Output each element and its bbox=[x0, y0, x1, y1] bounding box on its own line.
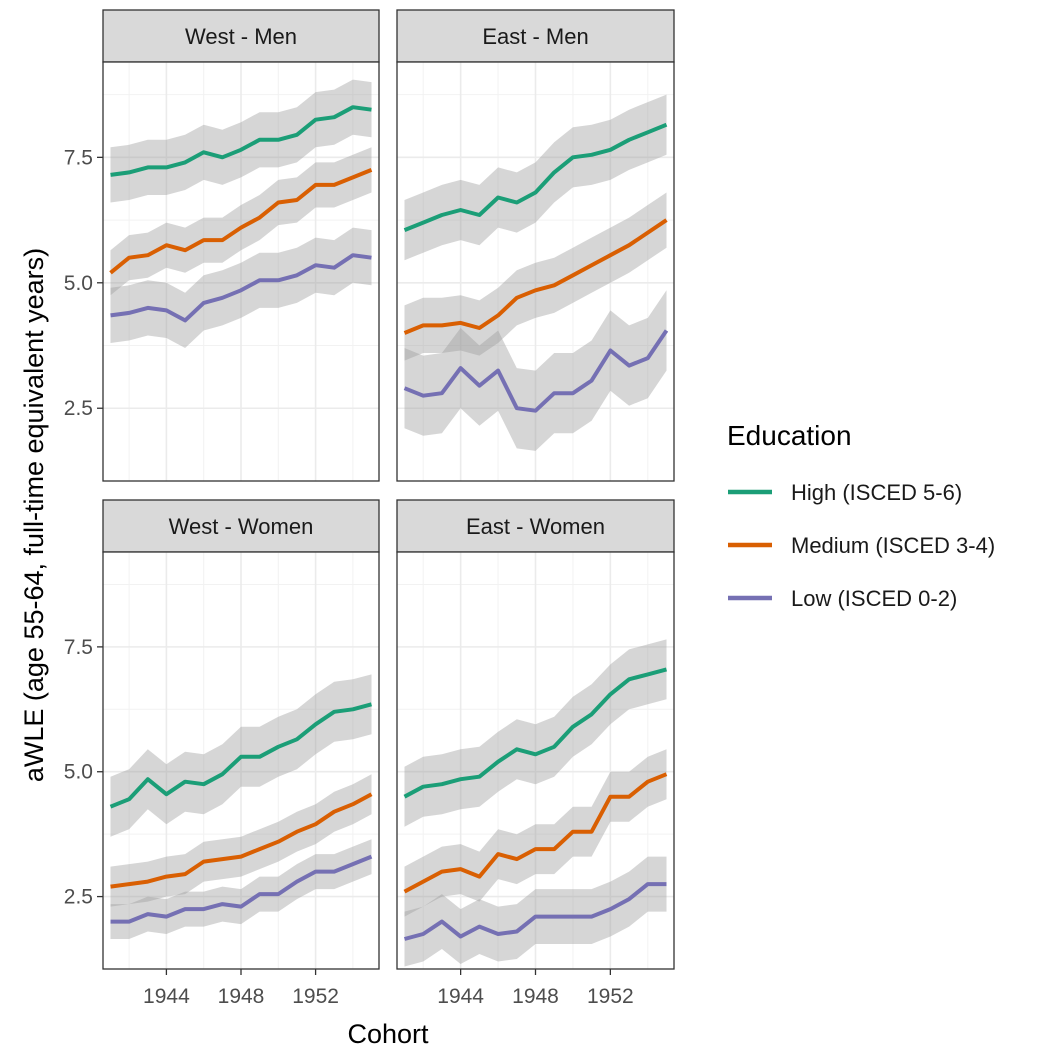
y-axis-ticks-bottom-row: 2.5 5.0 7.5 bbox=[64, 636, 93, 909]
x-axis-ticks: 1944 1948 1952 1944 1948 1952 bbox=[143, 985, 634, 1008]
panel-strip-title: East - Men bbox=[482, 24, 588, 49]
panel-data bbox=[109, 79, 373, 348]
confidence-ribbon-high bbox=[110, 79, 372, 203]
series-line-low bbox=[403, 882, 667, 941]
confidence-ribbon-low bbox=[404, 290, 667, 451]
confidence-ribbon-medium bbox=[404, 192, 667, 361]
legend-label: Low (ISCED 0-2) bbox=[791, 586, 957, 611]
series-line-medium bbox=[109, 168, 373, 275]
y-axis-ticks-top-row: 2.5 5.0 7.5 bbox=[64, 146, 93, 420]
legend-entry: High (ISCED 5-6) bbox=[728, 480, 962, 505]
panel-data bbox=[403, 639, 668, 967]
x-tick-label: 1952 bbox=[292, 985, 339, 1008]
series-line-medium bbox=[403, 772, 668, 894]
legend-label: High (ISCED 5-6) bbox=[791, 480, 962, 505]
y-tick-label: 7.5 bbox=[64, 636, 93, 659]
panel-strip-title: West - Men bbox=[185, 24, 297, 49]
series-line-low bbox=[110, 253, 372, 323]
series-line-high bbox=[403, 122, 668, 232]
series-line-medium bbox=[403, 218, 668, 335]
legend-label: Medium (ISCED 3-4) bbox=[791, 533, 995, 558]
confidence-ribbon-medium bbox=[110, 147, 372, 296]
confidence-ribbon-low bbox=[110, 227, 372, 348]
y-tick-label: 5.0 bbox=[64, 761, 93, 784]
panel-strip bbox=[102, 499, 380, 553]
panel-grid bbox=[397, 62, 674, 481]
panel-border bbox=[102, 61, 380, 482]
confidence-ribbon-low bbox=[404, 856, 667, 967]
legend-entry: Low (ISCED 0-2) bbox=[728, 586, 957, 611]
legend-entries: High (ISCED 5-6) Medium (ISCED 3-4) Low (I… bbox=[728, 480, 995, 611]
series-line-low bbox=[110, 854, 373, 924]
panel: East - Women bbox=[396, 499, 675, 975]
panel-strip bbox=[102, 9, 380, 63]
y-axis-title: aWLE (age 55-64, full-time equivalent ye… bbox=[19, 248, 49, 782]
y-tick-label: 5.0 bbox=[64, 272, 93, 295]
panel-data bbox=[403, 94, 669, 451]
panel: West - Women bbox=[97, 499, 380, 975]
confidence-ribbon-high bbox=[404, 94, 667, 261]
series-line-low bbox=[403, 329, 669, 413]
series-line-high bbox=[109, 702, 373, 809]
x-axis-title: Cohort bbox=[347, 1019, 429, 1049]
y-tick-label: 2.5 bbox=[64, 397, 93, 420]
x-tick-label: 1944 bbox=[143, 985, 190, 1008]
panel-strip-title: West - Women bbox=[169, 514, 314, 539]
panel-strip bbox=[396, 499, 675, 553]
legend: Education High (ISCED 5-6) Medium (ISCED … bbox=[727, 420, 995, 611]
panel: East - Men bbox=[396, 9, 675, 482]
x-tick-label: 1948 bbox=[512, 985, 559, 1008]
x-tick-label: 1948 bbox=[218, 985, 265, 1008]
x-tick-label: 1952 bbox=[587, 985, 634, 1008]
panel-data bbox=[109, 674, 373, 939]
x-tick-label: 1944 bbox=[437, 985, 484, 1008]
panel-grid bbox=[103, 62, 379, 481]
panel-grid bbox=[103, 552, 379, 969]
legend-title: Education bbox=[727, 420, 852, 451]
panel-strip-title: East - Women bbox=[466, 514, 605, 539]
panels: West - Men East - Men West - Women East - W… bbox=[97, 9, 675, 975]
legend-entry: Medium (ISCED 3-4) bbox=[728, 533, 995, 558]
series-line-high bbox=[110, 105, 372, 177]
y-tick-label: 7.5 bbox=[64, 146, 93, 169]
series-line-high bbox=[403, 667, 668, 799]
y-tick-label: 2.5 bbox=[64, 886, 93, 909]
panel: West - Men bbox=[97, 9, 380, 482]
series-line-medium bbox=[110, 792, 373, 889]
panel-strip bbox=[396, 9, 675, 63]
panel-border bbox=[396, 61, 675, 482]
